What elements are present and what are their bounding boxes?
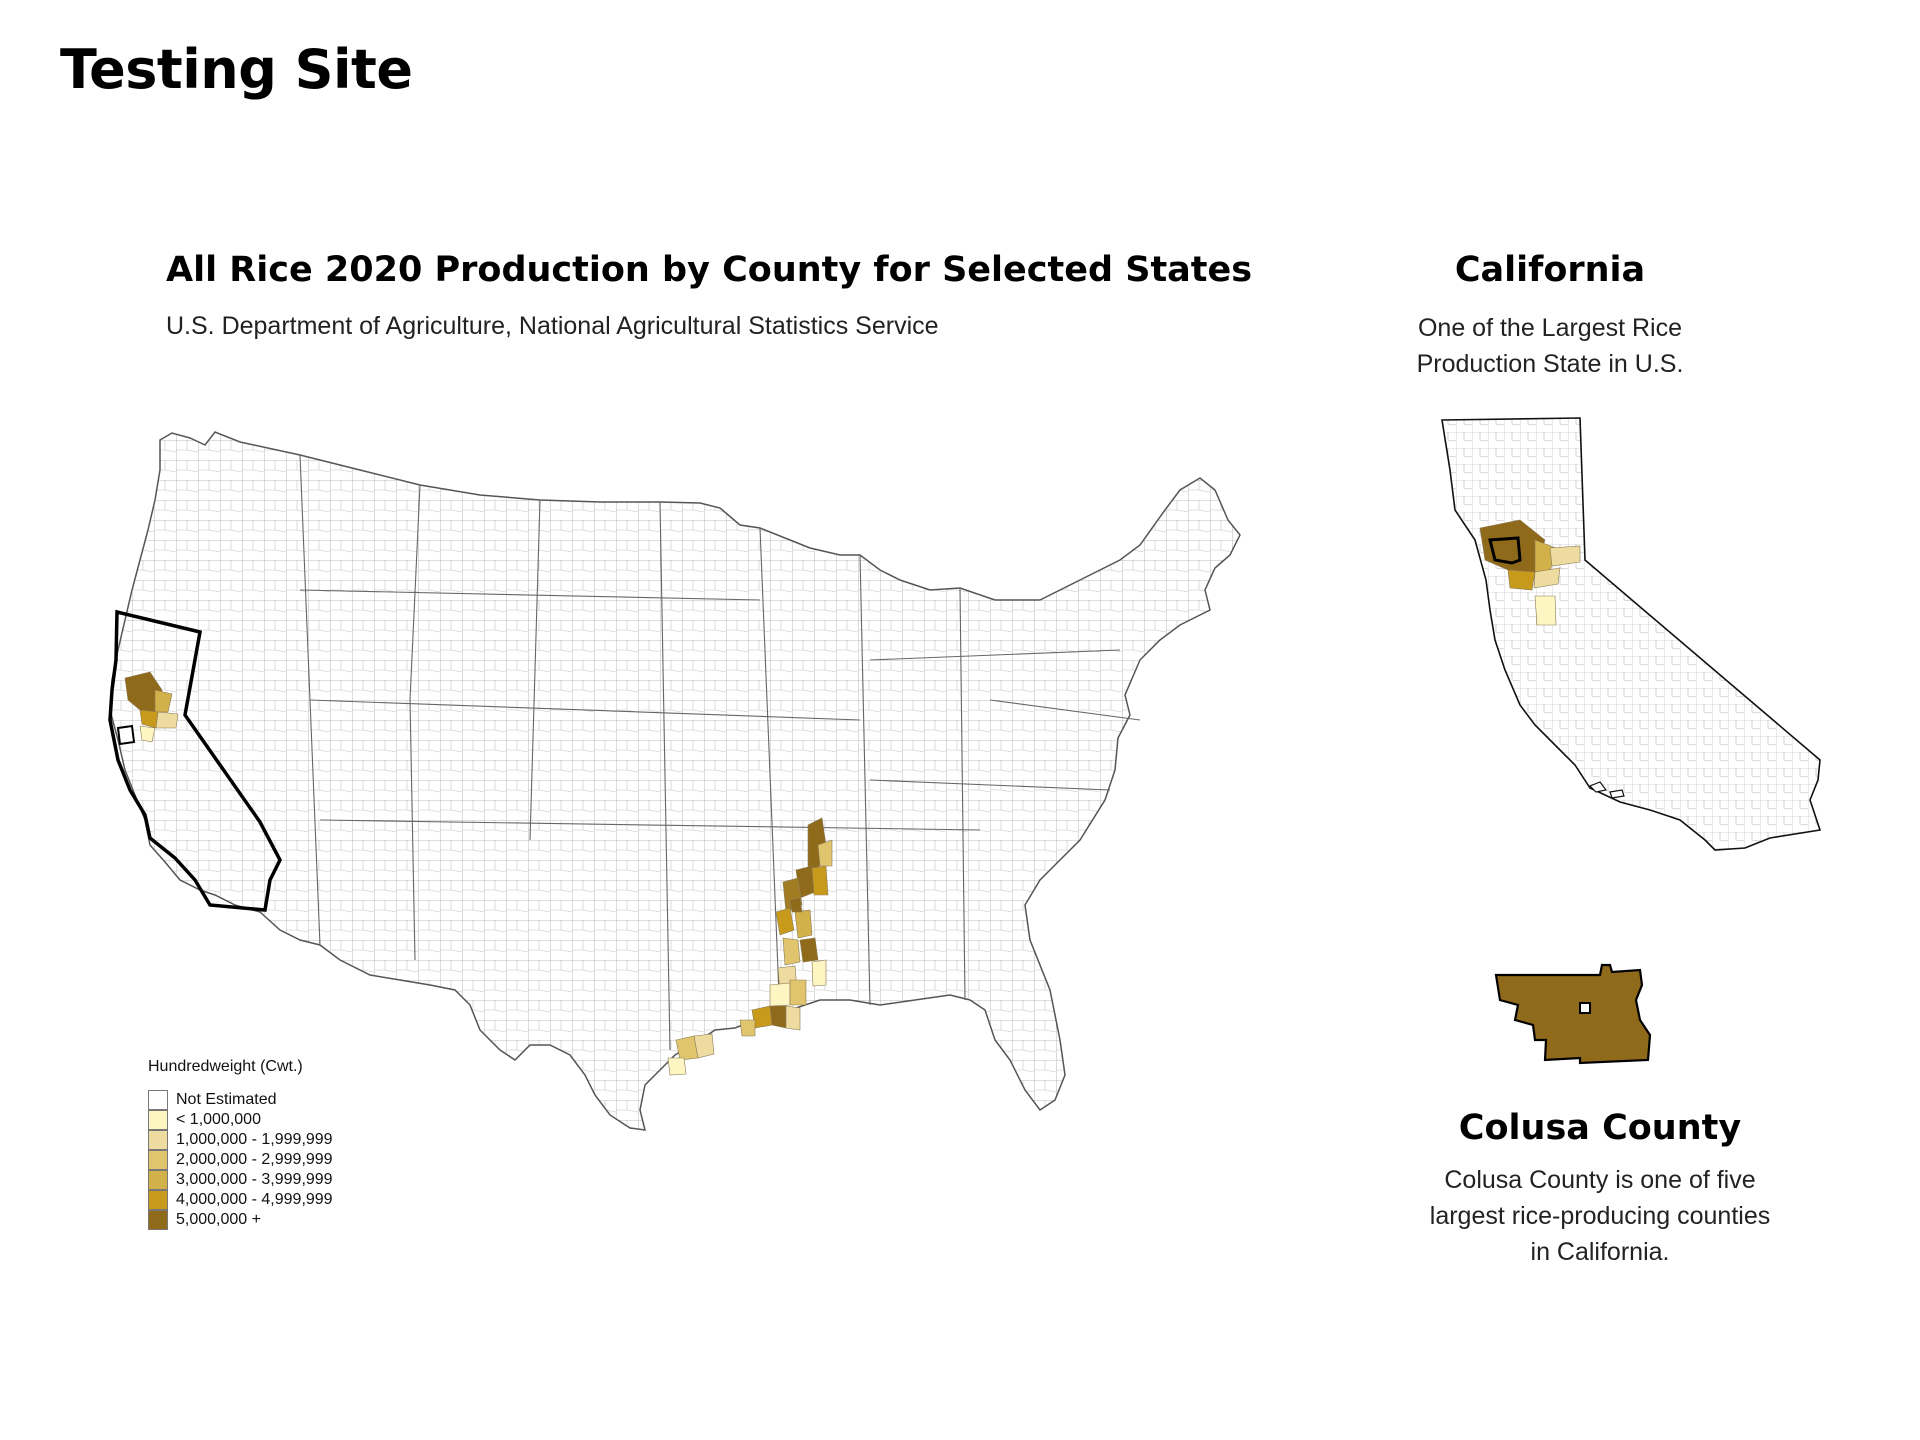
colusa-county-shape [1494,963,1652,1065]
legend-swatch [148,1210,168,1230]
legend-swatch [148,1090,168,1110]
legend-items: Not Estimated < 1,000,000 1,000,000 - 1,99… [148,1090,333,1230]
legend-swatch [148,1190,168,1210]
california-inset-rice-counties [1479,519,1581,626]
legend-item: 2,000,000 - 2,999,999 [148,1150,333,1170]
legend-label: 1,000,000 - 1,999,999 [176,1131,333,1148]
legend-label: < 1,000,000 [176,1111,261,1128]
channel-islands [1588,781,1625,799]
legend-item: 5,000,000 + [148,1210,333,1230]
legend-item: < 1,000,000 [148,1110,333,1130]
map-legend: Hundredweight (Cwt.) Not Estimated < 1,00… [148,1058,333,1230]
california-inset-outline [1441,417,1822,851]
legend-label: 2,000,000 - 2,999,999 [176,1151,333,1168]
california-rice-counties-main [116,671,179,746]
colusa-description-line: in California. [1530,1238,1670,1266]
legend-swatch [148,1130,168,1150]
california-inset-map [1441,417,1822,851]
california-outline-main [108,609,282,912]
legend-label: 3,000,000 - 3,999,999 [176,1171,333,1188]
state-boundaries [299,454,1141,1051]
legend-label: 4,000,000 - 4,999,999 [176,1191,333,1208]
colusa-description-line: Colusa County is one of five [1444,1166,1756,1194]
colusa-county-description: Colusa County is one of five largest ric… [1390,1162,1810,1270]
legend-swatch [148,1170,168,1190]
colusa-description-line: largest rice-producing counties [1429,1202,1771,1230]
legend-label: 5,000,000 + [176,1211,261,1228]
legend-swatch [148,1150,168,1170]
california-description-line: One of the Largest Rice [1417,314,1683,342]
california-title: California [1454,250,1646,290]
us-map [108,431,1241,1131]
map-subtitle: U.S. Department of Agriculture, National… [166,312,939,340]
legend-item: 1,000,000 - 1,999,999 [148,1130,333,1150]
legend-label: Not Estimated [176,1091,277,1108]
page-title: Testing Site [60,38,413,101]
colusa-county-map [1494,963,1652,1065]
colusa-county-title: Colusa County [1458,1108,1742,1148]
legend-swatch [148,1110,168,1130]
california-description: One of the Largest Rice Production State… [1380,310,1720,382]
legend-item: 3,000,000 - 3,999,999 [148,1170,333,1190]
legend-item: 4,000,000 - 4,999,999 [148,1190,333,1210]
gulf-rice-counties [667,979,807,1076]
us-outline [109,431,1241,1131]
legend-title: Hundredweight (Cwt.) [148,1058,303,1075]
legend-item: Not Estimated [148,1090,333,1110]
california-description-line: Production State in U.S. [1416,350,1684,378]
map-title: All Rice 2020 Production by County for S… [166,250,1253,290]
colusa-marker [1579,1002,1591,1014]
